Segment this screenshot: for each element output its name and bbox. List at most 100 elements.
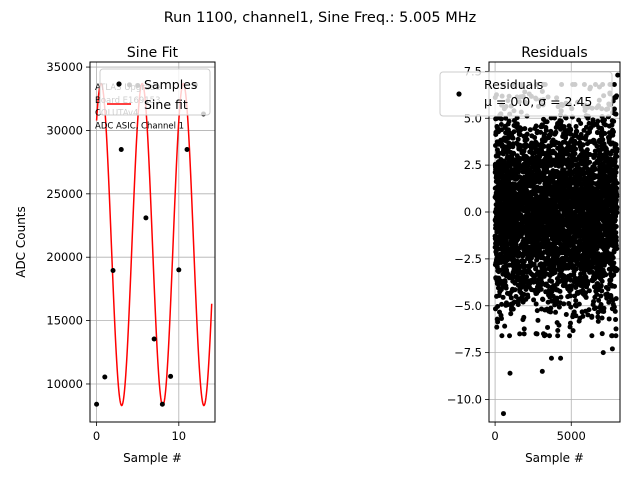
residual-outlier-point xyxy=(600,350,606,356)
residual-point xyxy=(611,260,617,266)
sine-fit-xlabel: Sample # xyxy=(123,451,182,465)
residual-point xyxy=(613,326,619,332)
residual-point xyxy=(523,278,529,284)
residual-point xyxy=(538,129,544,135)
residual-point xyxy=(573,124,579,130)
residual-point xyxy=(531,297,537,303)
sample-point xyxy=(176,267,182,273)
residuals-legend-box xyxy=(439,71,613,117)
residual-point xyxy=(561,301,567,307)
residual-point xyxy=(546,146,552,152)
residuals-xtick-label: 5000 xyxy=(557,429,586,443)
residual-point xyxy=(600,236,606,242)
residual-point xyxy=(571,309,577,315)
residual-point xyxy=(568,304,574,310)
residual-point xyxy=(541,143,547,149)
residual-point xyxy=(525,294,531,300)
sine-fit-ytick-label: 30000 xyxy=(46,123,83,137)
residual-outlier-point xyxy=(539,368,545,374)
residual-outlier-point xyxy=(507,370,513,376)
residual-point xyxy=(567,333,573,339)
residual-point xyxy=(547,333,553,339)
residual-point xyxy=(558,118,564,124)
residual-point xyxy=(535,317,541,323)
residual-point xyxy=(536,168,542,174)
annotation-line: ADC ASIC, Channel 1 xyxy=(95,121,184,131)
sine-fit-ylabel: ADC Counts xyxy=(14,206,28,278)
residual-point xyxy=(570,328,576,334)
residual-point xyxy=(542,332,548,338)
residual-point xyxy=(595,314,601,320)
sine-fit-ytick-label: 25000 xyxy=(46,187,83,201)
residual-point xyxy=(521,259,527,265)
residual-outlier-point xyxy=(609,346,615,352)
residual-point xyxy=(549,278,555,284)
residual-point xyxy=(609,333,615,339)
residual-point xyxy=(585,312,591,318)
legend-sine-fit-label: Sine fit xyxy=(144,97,188,112)
residual-point xyxy=(602,130,608,136)
legend-residuals-stats: μ = 0.0, σ = 2.45 xyxy=(484,94,592,109)
residual-point xyxy=(605,286,611,292)
residual-point xyxy=(573,298,579,304)
residual-point xyxy=(594,292,600,297)
residual-outlier-point xyxy=(615,72,621,78)
residuals-ytick-label: 2.5 xyxy=(464,158,482,172)
residual-point xyxy=(598,301,604,307)
residual-point xyxy=(587,159,593,165)
residual-point xyxy=(601,305,607,311)
legend-samples-label: Samples xyxy=(144,77,197,92)
residual-point xyxy=(509,155,515,161)
residual-point xyxy=(614,164,620,170)
residual-point xyxy=(584,147,590,153)
residual-point xyxy=(545,324,551,330)
residuals-title: Residuals xyxy=(521,45,587,61)
residual-point xyxy=(585,280,591,286)
residual-point xyxy=(599,331,605,337)
residual-point xyxy=(614,154,620,160)
residual-point xyxy=(568,127,574,133)
residual-point xyxy=(495,319,501,325)
residual-point xyxy=(555,328,561,334)
residual-outlier-point xyxy=(500,411,506,417)
residual-point xyxy=(548,305,554,311)
residual-point xyxy=(502,279,508,285)
residual-point xyxy=(554,295,560,301)
residual-point xyxy=(595,309,601,315)
residual-point xyxy=(586,288,592,294)
residual-point xyxy=(610,255,616,261)
sine-fit-ytick-label: 15000 xyxy=(46,314,83,328)
residual-point xyxy=(521,331,527,337)
sample-point xyxy=(143,215,149,221)
residual-point xyxy=(534,308,540,314)
residual-point xyxy=(568,277,574,283)
residuals-xtick-label: 0 xyxy=(491,429,498,443)
residual-point xyxy=(563,277,569,283)
residual-point xyxy=(599,288,605,294)
residual-point xyxy=(515,302,521,308)
residual-point xyxy=(584,155,590,161)
residuals-legend: Residuals μ = 0.0, σ = 2.45 xyxy=(439,71,613,117)
residual-outlier-point xyxy=(548,355,554,361)
residual-point xyxy=(552,115,558,121)
residual-point xyxy=(558,294,564,300)
residual-point xyxy=(613,333,619,339)
residual-point xyxy=(544,119,550,125)
residual-point xyxy=(580,313,586,319)
residual-point xyxy=(524,136,530,142)
residual-point xyxy=(545,283,551,289)
residual-point xyxy=(613,230,619,236)
residual-point xyxy=(504,167,510,173)
residual-point xyxy=(511,129,517,135)
residual-point xyxy=(598,293,604,299)
sample-point xyxy=(94,401,100,407)
residual-point xyxy=(611,82,617,87)
residual-point xyxy=(573,140,579,146)
sample-point xyxy=(159,401,165,407)
residual-point xyxy=(522,126,528,132)
residual-point xyxy=(555,333,561,339)
residual-point xyxy=(595,318,601,324)
residual-point xyxy=(533,265,539,271)
residual-point xyxy=(614,204,620,210)
residual-point xyxy=(548,128,554,134)
